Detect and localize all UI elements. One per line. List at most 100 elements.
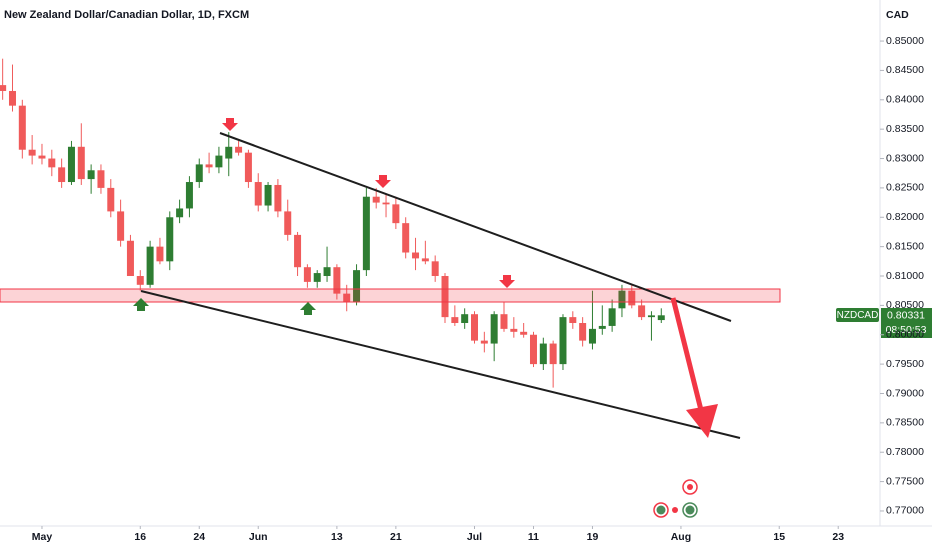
y-tick-label: 0.82500 xyxy=(886,182,924,194)
x-tick-label: 21 xyxy=(390,531,402,543)
candle-body xyxy=(156,246,164,262)
y-tick-label: 0.83000 xyxy=(886,152,924,164)
candle-body xyxy=(421,258,429,262)
candle-body xyxy=(529,334,537,365)
candle-body xyxy=(18,105,26,150)
candle-body xyxy=(333,267,341,294)
candle-body xyxy=(67,146,75,183)
candle-body xyxy=(38,155,46,159)
candle-body xyxy=(392,204,400,224)
candle-body xyxy=(579,323,587,341)
candle-body xyxy=(343,293,351,303)
candle-body xyxy=(126,240,134,277)
candle-body xyxy=(510,328,518,332)
candle-body xyxy=(77,146,85,180)
candle-body xyxy=(559,317,567,365)
candle-body xyxy=(520,331,528,335)
candle-body xyxy=(264,184,272,206)
y-tick-label: 0.85000 xyxy=(886,35,924,47)
price-tag-text: 0.80331 xyxy=(887,309,925,321)
y-tick-label: 0.78000 xyxy=(886,446,924,458)
x-tick-label: Jun xyxy=(249,531,268,543)
y-tick-label: 0.80500 xyxy=(886,299,924,311)
candle-body xyxy=(235,146,243,153)
candle-body xyxy=(441,276,449,318)
candle-body xyxy=(353,270,361,303)
candle-body xyxy=(431,261,439,277)
symbol-tag-text: NZDCAD xyxy=(837,310,879,321)
candle-body xyxy=(117,211,125,241)
upper-trendline xyxy=(219,132,732,322)
candle-body xyxy=(372,196,380,203)
x-tick-label: 15 xyxy=(773,531,785,543)
candle-body xyxy=(323,267,331,277)
x-tick-label: 23 xyxy=(832,531,844,543)
candles xyxy=(0,58,665,388)
candle-body xyxy=(97,170,105,188)
candle-body xyxy=(185,182,193,209)
candle-body xyxy=(647,315,655,318)
candle-body xyxy=(0,85,7,91)
y-tick-label: 0.82000 xyxy=(886,211,924,223)
y-tick-label: 0.84500 xyxy=(886,64,924,76)
y-tick-label: 0.84000 xyxy=(886,94,924,106)
candle-body xyxy=(313,273,321,282)
y-tick-label: 0.79500 xyxy=(886,358,924,370)
candle-body xyxy=(274,184,282,212)
candle-body xyxy=(28,149,36,156)
candle-body xyxy=(539,343,547,365)
candle-body xyxy=(618,290,626,309)
candle-body xyxy=(461,314,469,324)
candle-body xyxy=(608,308,616,326)
y-tick-label: 0.81500 xyxy=(886,240,924,252)
forecast-arrow xyxy=(670,297,718,438)
candle-body xyxy=(569,317,577,324)
candle-body xyxy=(549,343,557,365)
candle-body xyxy=(471,314,479,341)
candle-body xyxy=(225,146,233,159)
lower-trendline xyxy=(140,290,741,439)
candle-body xyxy=(638,305,646,318)
y-tick-label: 0.77000 xyxy=(886,505,924,517)
candle-body xyxy=(166,217,174,262)
candle-body xyxy=(402,223,410,253)
candle-body xyxy=(176,208,184,218)
x-tick-label: 24 xyxy=(193,531,205,543)
symbol-tag xyxy=(836,308,879,322)
candle-body xyxy=(205,164,213,168)
candle-body xyxy=(136,276,144,285)
x-tick-label: Jul xyxy=(467,531,482,543)
chart-title: New Zealand Dollar/Canadian Dollar, 1D, … xyxy=(4,9,249,21)
x-tick-label: May xyxy=(32,531,53,543)
candle-body xyxy=(58,167,66,183)
y-tick-label: 0.83500 xyxy=(886,123,924,135)
event-icons xyxy=(653,479,698,518)
x-tick-label: 13 xyxy=(331,531,343,543)
candle-body xyxy=(303,267,311,282)
candle-body xyxy=(8,90,16,106)
x-tick-label: Aug xyxy=(671,531,691,543)
x-tick-label: 16 xyxy=(134,531,146,543)
down-arrows xyxy=(222,118,515,288)
candle-body xyxy=(657,315,665,321)
countdown-text: 08:50:53 xyxy=(886,324,927,336)
resistance-zone xyxy=(0,288,781,303)
candle-body xyxy=(588,328,596,344)
candle-body xyxy=(412,252,420,259)
y-tick-label: 0.81000 xyxy=(886,270,924,282)
candle-body xyxy=(480,340,488,344)
candle-body xyxy=(490,314,498,344)
candle-body xyxy=(294,234,302,268)
candle-body xyxy=(195,164,203,183)
candle-body xyxy=(87,170,95,180)
y-tick-label: 0.78500 xyxy=(886,417,924,429)
candle-body xyxy=(244,152,252,183)
candle-body xyxy=(451,317,459,324)
x-tick-label: 19 xyxy=(587,531,599,543)
currency-label: CAD xyxy=(886,9,909,21)
y-tick-label: 0.80000 xyxy=(886,329,924,341)
candle-body xyxy=(628,290,636,306)
candle-body xyxy=(598,325,606,329)
